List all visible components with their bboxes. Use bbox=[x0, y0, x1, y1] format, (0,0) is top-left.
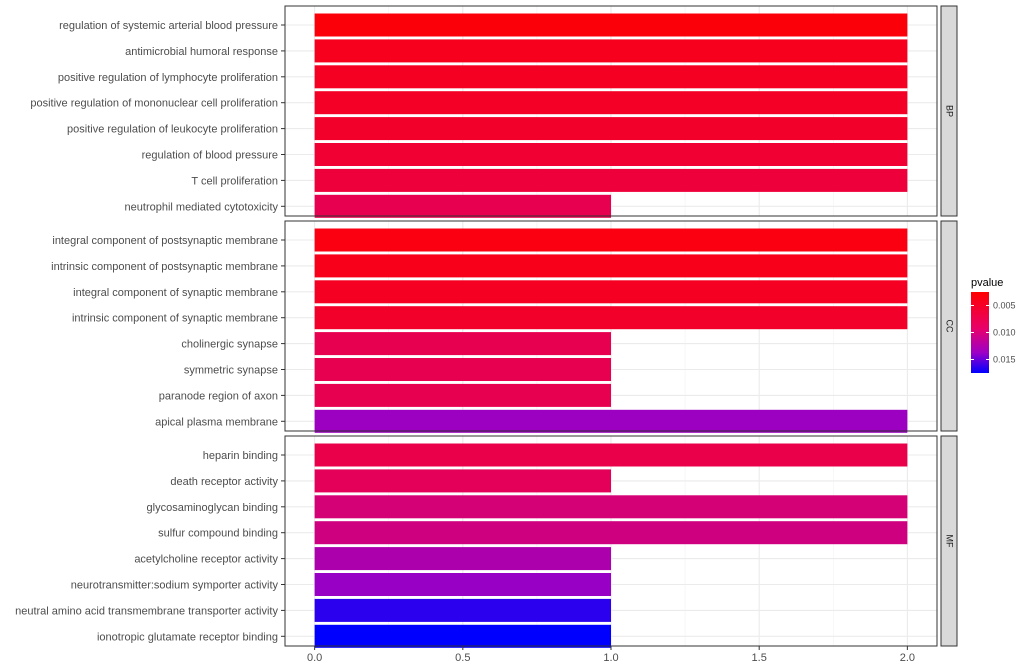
y-tick-label: acetylcholine receptor activity bbox=[134, 554, 278, 566]
bar-mf-1 bbox=[314, 443, 908, 467]
y-tick-label: death receptor activity bbox=[170, 476, 278, 488]
y-tick-label: cholinergic synapse bbox=[181, 339, 278, 351]
facet-strip bbox=[940, 435, 958, 647]
y-tick-label: antimicrobial humoral response bbox=[125, 46, 278, 58]
bar-bp-7 bbox=[314, 168, 908, 192]
legend-title: pvalue bbox=[971, 277, 1003, 289]
panel-cc: integral component of postsynaptic membr… bbox=[51, 220, 958, 433]
legend-tick-label: 0.010 bbox=[993, 328, 1016, 338]
bar-mf-5 bbox=[314, 547, 611, 571]
y-tick-label: integral component of postsynaptic membr… bbox=[52, 235, 278, 247]
y-tick-label: neutrophil mediated cytotoxicity bbox=[125, 201, 279, 213]
bar-mf-2 bbox=[314, 469, 611, 493]
x-tick-label: 0.5 bbox=[455, 652, 470, 664]
y-tick-label: neurotransmitter:sodium symporter activi… bbox=[71, 580, 279, 592]
bar-cc-1 bbox=[314, 228, 908, 252]
bar-mf-4 bbox=[314, 521, 908, 545]
bar-bp-1 bbox=[314, 13, 908, 37]
y-tick-label: apical plasma membrane bbox=[155, 416, 278, 428]
facet-panels: regulation of systemic arterial blood pr… bbox=[15, 5, 958, 648]
x-tick-label: 1.5 bbox=[752, 652, 767, 664]
y-tick-label: regulation of blood pressure bbox=[142, 150, 278, 162]
bar-cc-3 bbox=[314, 280, 908, 304]
y-tick-label: symmetric synapse bbox=[184, 365, 278, 377]
facet-label-mf: MF bbox=[945, 535, 955, 548]
bar-bp-6 bbox=[314, 143, 908, 166]
panel-border bbox=[284, 5, 938, 217]
panel-border bbox=[284, 220, 938, 432]
bar-mf-6 bbox=[314, 573, 611, 596]
x-tick-label: 2.0 bbox=[900, 652, 915, 664]
y-tick-label: paranode region of axon bbox=[159, 390, 278, 402]
y-tick-label: heparin binding bbox=[203, 450, 278, 462]
y-tick-label: positive regulation of leukocyte prolife… bbox=[67, 124, 278, 136]
legend-tick-label: 0.005 bbox=[993, 301, 1016, 311]
bar-cc-5 bbox=[314, 332, 611, 356]
bar-cc-6 bbox=[314, 358, 611, 381]
y-tick-label: intrinsic component of postsynaptic memb… bbox=[51, 261, 278, 273]
y-tick-label: positive regulation of lymphocyte prolif… bbox=[58, 72, 278, 84]
y-tick-label: ionotropic glutamate receptor binding bbox=[97, 631, 278, 643]
bar-mf-3 bbox=[314, 495, 908, 519]
bar-mf-7 bbox=[314, 598, 611, 622]
facet-strip bbox=[940, 5, 958, 217]
pvalue-legend: pvalue 0.005 0.010 0.015 bbox=[971, 277, 1016, 373]
y-tick-label: neutral amino acid transmembrane transpo… bbox=[15, 605, 278, 617]
bar-bp-4 bbox=[314, 91, 908, 115]
bar-bp-3 bbox=[314, 65, 908, 89]
bar-cc-8 bbox=[314, 409, 908, 433]
facet-strip bbox=[940, 220, 958, 432]
bar-bp-2 bbox=[314, 39, 908, 63]
y-tick-label: integral component of synaptic membrane bbox=[73, 287, 278, 299]
y-tick-label: intrinsic component of synaptic membrane bbox=[72, 313, 278, 325]
y-tick-label: positive regulation of mononuclear cell … bbox=[30, 98, 278, 110]
panel-bp: regulation of systemic arterial blood pr… bbox=[30, 5, 958, 218]
x-tick-label: 1.0 bbox=[603, 652, 618, 664]
legend-tick-label: 0.015 bbox=[993, 355, 1016, 365]
y-tick-label: sulfur compound binding bbox=[158, 528, 278, 540]
bar-bp-8 bbox=[314, 194, 611, 218]
y-tick-label: glycosaminoglycan binding bbox=[147, 502, 278, 514]
panel-mf: heparin binding death receptor activity gl… bbox=[15, 435, 958, 648]
x-tick-label: 0.0 bbox=[307, 652, 322, 664]
bar-cc-7 bbox=[314, 383, 611, 407]
bar-mf-8 bbox=[314, 624, 611, 648]
facet-label-bp: BP bbox=[945, 105, 955, 117]
bar-cc-4 bbox=[314, 306, 908, 330]
x-axis: 0.0 0.5 1.0 1.5 2.0 bbox=[307, 646, 915, 664]
facet-label-cc: CC bbox=[945, 320, 955, 333]
bar-bp-5 bbox=[314, 117, 908, 141]
y-tick-label: T cell proliferation bbox=[191, 175, 278, 187]
bar-cc-2 bbox=[314, 254, 908, 278]
legend-colorbar bbox=[971, 292, 989, 373]
y-tick-label: regulation of systemic arterial blood pr… bbox=[59, 20, 278, 32]
